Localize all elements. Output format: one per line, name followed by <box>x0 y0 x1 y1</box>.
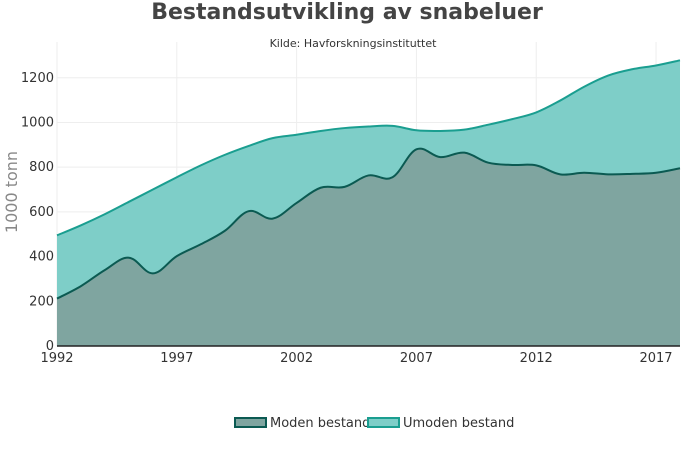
axes: 0 200 400 600 800 1000 1200 1992 1997 2002 2007 201… <box>21 71 680 366</box>
legend-swatch <box>234 417 267 428</box>
y-tick-label: 1000 <box>21 115 54 130</box>
y-axis-label: 1000 tonn <box>2 151 21 233</box>
chart-subtitle: Kilde: Havforskningsinstituttet <box>270 37 438 50</box>
legend-label: Moden bestand <box>270 416 370 431</box>
y-tick-label: 800 <box>29 160 54 175</box>
y-tick-label: 400 <box>29 250 54 265</box>
plot-lines <box>56 59 681 300</box>
x-tick-label: 2002 <box>280 351 313 366</box>
y-tick-label: 0 <box>46 339 54 354</box>
line-moden-bestand <box>56 147 681 300</box>
chart-title: Bestandsutvikling av snabeluer <box>151 0 543 25</box>
x-tick-label: 2012 <box>520 351 553 366</box>
line-umoden-bestand <box>56 59 681 237</box>
legend-item[interactable]: Umoden bestand <box>367 416 514 431</box>
x-tick-label: 2017 <box>639 351 672 366</box>
x-tick-label: 2007 <box>400 351 433 366</box>
x-tick-label: 1992 <box>40 351 73 366</box>
y-tick-label: 200 <box>29 294 54 309</box>
legend-label: Umoden bestand <box>403 416 514 431</box>
x-tick-label: 1997 <box>160 351 193 366</box>
legend-swatch <box>367 417 400 428</box>
area-moden-bestand <box>57 148 680 346</box>
legend-item[interactable]: Moden bestand <box>234 416 370 431</box>
plot-areas <box>57 60 680 347</box>
y-tick-label: 600 <box>29 205 54 220</box>
legend[interactable]: Moden bestand Umoden bestand <box>234 416 514 431</box>
y-tick-label: 1200 <box>21 71 54 86</box>
